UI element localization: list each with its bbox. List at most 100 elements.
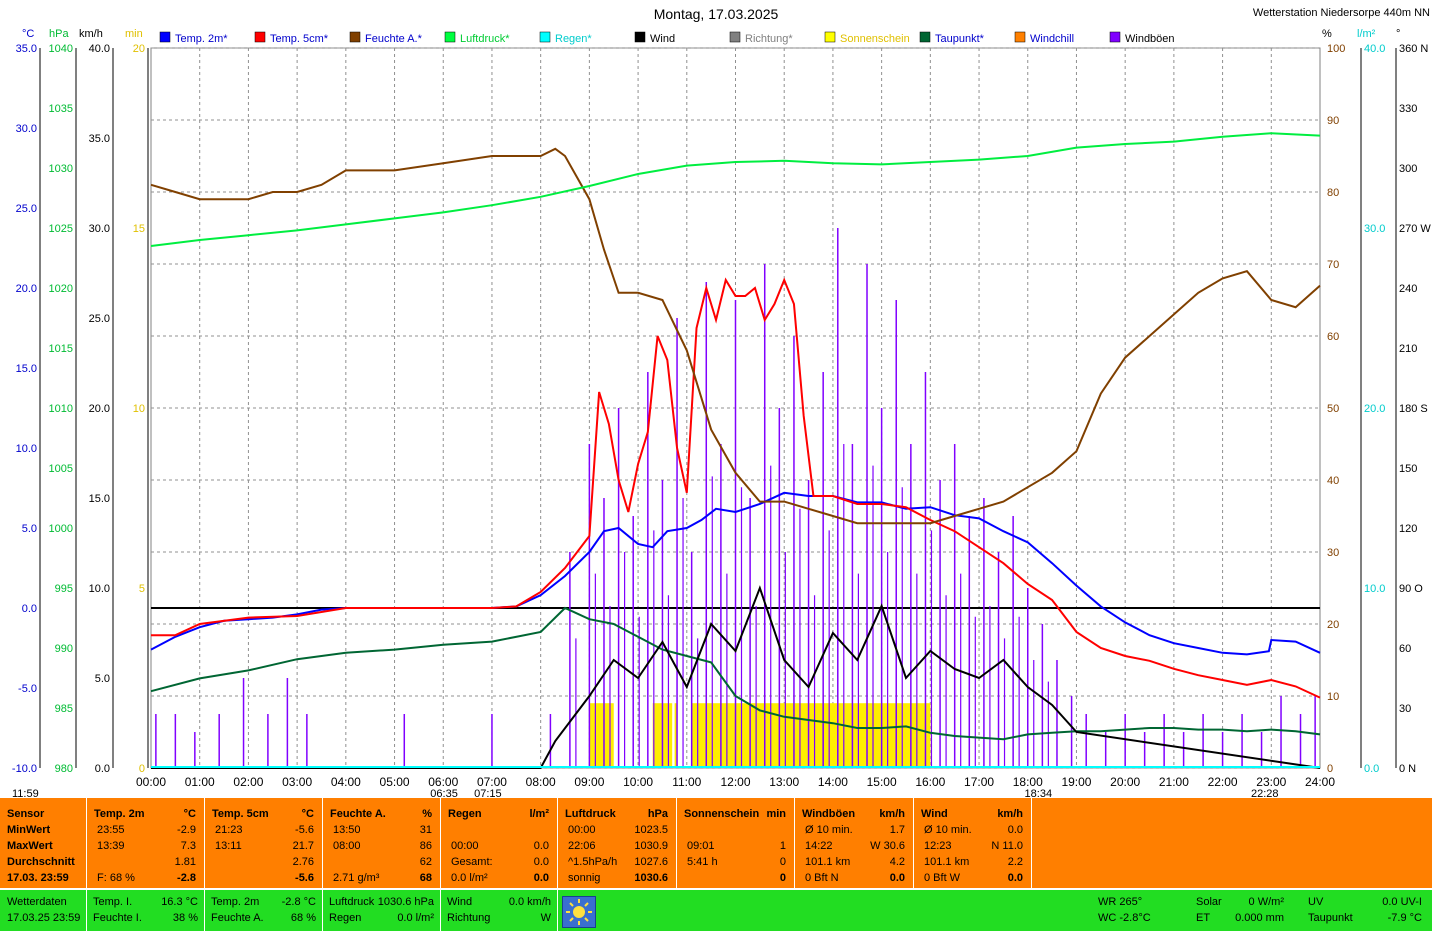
legend-label: Windchill: [1030, 33, 1074, 45]
stat-value: 1030.6: [634, 872, 668, 884]
stat-value: 0.0: [533, 872, 549, 884]
unit-minutes: min: [125, 28, 143, 40]
x-tick-label: 01:00: [185, 775, 215, 789]
humidity-tick-label: 10: [1327, 691, 1339, 703]
column-unit: hPa: [647, 808, 668, 820]
wind-tick-label: 40.0: [89, 43, 110, 55]
current-value: 0.0 l/m²: [397, 912, 434, 924]
stat-label: ^1.5hPa/h: [568, 856, 618, 868]
column-header: Windböen: [802, 808, 856, 820]
legend-label: Luftdruck*: [460, 33, 510, 45]
direction-tick-label: 30: [1399, 703, 1411, 715]
direction-tick-label: 300: [1399, 163, 1417, 175]
stat-value: 2.76: [292, 856, 314, 868]
series-line: [150, 606, 1321, 741]
pressure-tick-label: 1025: [49, 223, 73, 235]
current-value: 0.0 UV-I: [1382, 896, 1422, 908]
wind-tick-label: 10.0: [89, 583, 110, 595]
series-line: [150, 147, 1321, 525]
legend-label: Regen*: [555, 33, 592, 45]
x-tick-label: 24:00: [1305, 775, 1335, 789]
humidity-tick-label: 60: [1327, 331, 1339, 343]
temp5cm-column: Temp. 5cm °C 21:23 -5.6 13:11 21.7 2.76 -5.6: [205, 798, 323, 888]
temp-tick-label: 35.0: [16, 43, 37, 55]
temp-tick-label: 10.0: [16, 443, 37, 455]
current-col-6: WR 265° WC -2.8°C: [1092, 890, 1188, 931]
column-header: Wind: [921, 808, 948, 820]
wind-tick-label: 5.0: [95, 673, 110, 685]
direction-tick-label: 330: [1399, 103, 1417, 115]
stat-value: 0.0: [1007, 824, 1023, 836]
pressure-column: Luftdruck hPa 00:00 1023.5 22:06 1030.9 ^1.5hP…: [558, 798, 677, 888]
legend-label: Temp. 2m*: [175, 33, 228, 45]
chart-title: Montag, 17.03.2025: [653, 6, 779, 22]
pressure-tick-label: 995: [55, 583, 73, 595]
stat-label: 14:22: [805, 840, 833, 852]
stat-label: 23:55: [97, 824, 125, 836]
legend-swatch: [1014, 31, 1026, 43]
station-name: Wetterstation Niedersorpe 440m NN: [1252, 7, 1430, 19]
sun-time-marker: 22:28: [1251, 788, 1279, 798]
current-col-8: UV 0.0 UV-I Taupunkt -7.9 °C: [1302, 890, 1428, 931]
x-tick-label: 02:00: [233, 775, 263, 789]
direction-tick-label: 0 N: [1399, 763, 1416, 775]
stat-value: 0: [779, 872, 786, 884]
stat-label: 12:23: [924, 840, 952, 852]
rain-tick-label: 30.0: [1364, 223, 1385, 235]
humidity-tick-label: 0: [1327, 763, 1333, 775]
stat-label: 101.1 km: [805, 856, 851, 868]
current-label: Wind: [447, 896, 473, 908]
x-tick-label: 13:00: [769, 775, 799, 789]
humidity-tick-label: 20: [1327, 619, 1339, 631]
column-unit: km/h: [879, 808, 905, 820]
column-header: Luftdruck: [565, 808, 616, 820]
x-tick-label: 12:00: [720, 775, 750, 789]
temp-tick-label: 25.0: [16, 203, 37, 215]
temp-tick-label: 15.0: [16, 363, 37, 375]
stat-value: 1: [779, 840, 786, 852]
stat-label: 101.1 km: [924, 856, 970, 868]
current-value: -7.9 °C: [1387, 912, 1422, 924]
stat-label: 2.71 g/m³: [333, 872, 380, 884]
column-unit: min: [766, 808, 786, 820]
row-label: MinWert: [7, 824, 51, 836]
wind-tick-label: 25.0: [89, 313, 110, 325]
direction-tick-label: 270 W: [1399, 223, 1431, 235]
unit-wind: km/h: [79, 28, 103, 40]
current-label: Regen: [329, 912, 362, 924]
pressure-tick-label: 985: [55, 703, 73, 715]
current-value: 38 %: [172, 912, 198, 924]
stat-value: -5.6: [295, 872, 314, 884]
current-label: Temp. 2m: [211, 896, 260, 908]
rain-column: Regen l/m² 00:00 0.0 Gesamt: 0.0 0.0 l/m² 0.0: [441, 798, 558, 888]
x-tick-label: 05:00: [380, 775, 410, 789]
unit-pressure: hPa: [49, 28, 69, 40]
current-panel: Wetterdaten 17.03.25 23:59 Temp. I. 16.3 …: [0, 890, 1432, 931]
legend-swatch: [254, 31, 266, 43]
x-tick-label: 11:00: [672, 775, 701, 789]
sunshine-column: Sonnenschein min 09:01 1 5:41 h 0 0: [677, 798, 795, 888]
direction-tick-label: 210: [1399, 343, 1417, 355]
wind-column: Wind km/h Ø 10 min. 0.0 12:23 N 11.0 101.1 km 2…: [914, 798, 1032, 888]
stat-value: -2.8: [177, 872, 196, 884]
current-col-5: Wind 0.0 km/h Richtung W: [441, 890, 558, 931]
row-label: 17.03. 23:59: [7, 872, 69, 884]
current-col-7: Solar 0 W/m² ET 0.000 mm: [1190, 890, 1290, 931]
wind-tick-label: 20.0: [89, 403, 110, 415]
direction-tick-label: 120: [1399, 523, 1417, 535]
stat-label: Ø 10 min.: [805, 824, 853, 836]
x-tick-label: 16:00: [915, 775, 945, 789]
stat-value: 68: [419, 872, 432, 884]
current-label: WC -2.8°C: [1098, 912, 1151, 924]
stat-value: 4.2: [889, 856, 905, 868]
gusts-column: Windböen km/h Ø 10 min. 1.7 14:22 W 30.6 101.1…: [795, 798, 914, 888]
current-label: ET: [1196, 912, 1211, 924]
stat-value: N 11.0: [991, 840, 1023, 852]
sun-tick-label: 0: [139, 763, 145, 775]
legend-swatch: [824, 31, 836, 43]
temp-tick-label: -10.0: [12, 763, 37, 775]
series-line: [151, 277, 1321, 699]
current-label: Feuchte A.: [211, 912, 264, 924]
pressure-tick-label: 1035: [49, 103, 73, 115]
direction-tick-label: 90 O: [1399, 583, 1423, 595]
